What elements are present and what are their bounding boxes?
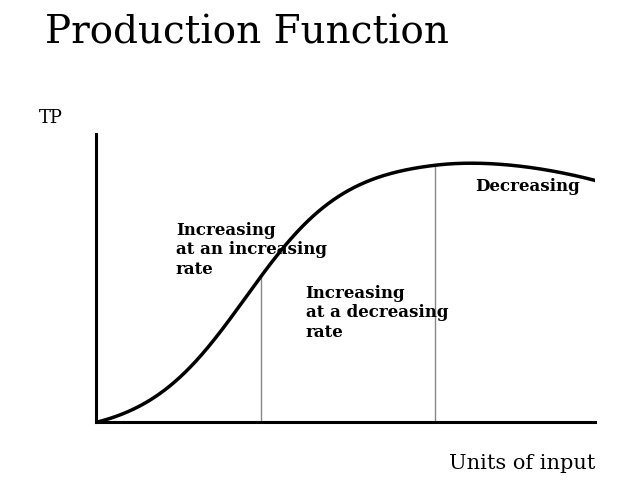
Text: Units of input: Units of input [449,454,595,473]
Text: Increasing
at an increasing
rate: Increasing at an increasing rate [176,221,327,278]
Text: TP: TP [38,108,62,127]
Text: Production Function: Production Function [45,14,449,51]
Text: Decreasing: Decreasing [476,178,580,195]
Text: Increasing
at a decreasing
rate: Increasing at a decreasing rate [306,285,448,341]
